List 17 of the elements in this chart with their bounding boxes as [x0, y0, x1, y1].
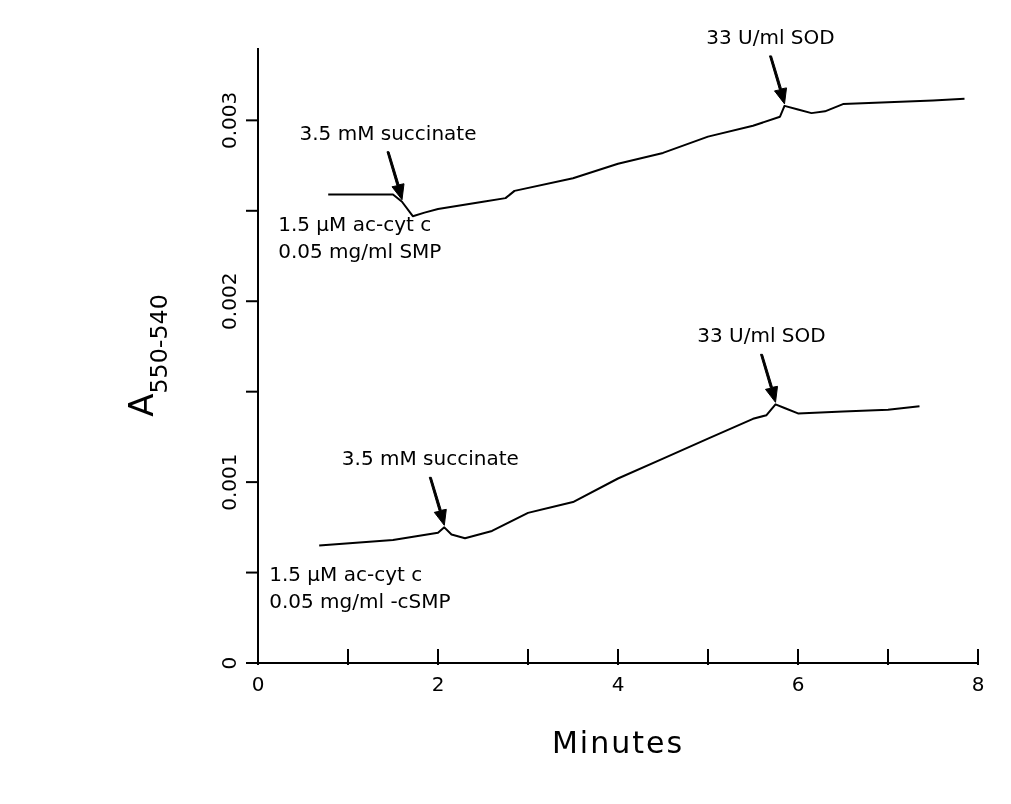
- x-tick-label: 6: [791, 672, 805, 696]
- x-tick-label: 8: [971, 672, 985, 696]
- x-tick-label: 4: [611, 672, 625, 696]
- annotation: 1.5 µM ac-cyt c 0.05 mg/ml SMP: [278, 211, 442, 263]
- annotation: 33 U/ml SOD: [697, 323, 826, 348]
- y-tick-label: 0.002: [217, 272, 241, 330]
- line-series: [318, 403, 921, 547]
- x-tick-label: 2: [431, 672, 445, 696]
- annotation: 33 U/ml SOD: [706, 24, 835, 49]
- annotation: 1.5 µM ac-cyt c 0.05 mg/ml -cSMP: [269, 562, 451, 614]
- y-tick-label: 0.001: [217, 453, 241, 511]
- x-axis-title: Minutes: [551, 725, 685, 760]
- x-tick-label: 0: [251, 672, 265, 696]
- y-tick-label: 0.003: [217, 91, 241, 149]
- y-tick-label: 0: [217, 656, 241, 670]
- annotation: 3.5 mM succinate: [299, 120, 477, 145]
- annotation: 3.5 mM succinate: [341, 446, 519, 471]
